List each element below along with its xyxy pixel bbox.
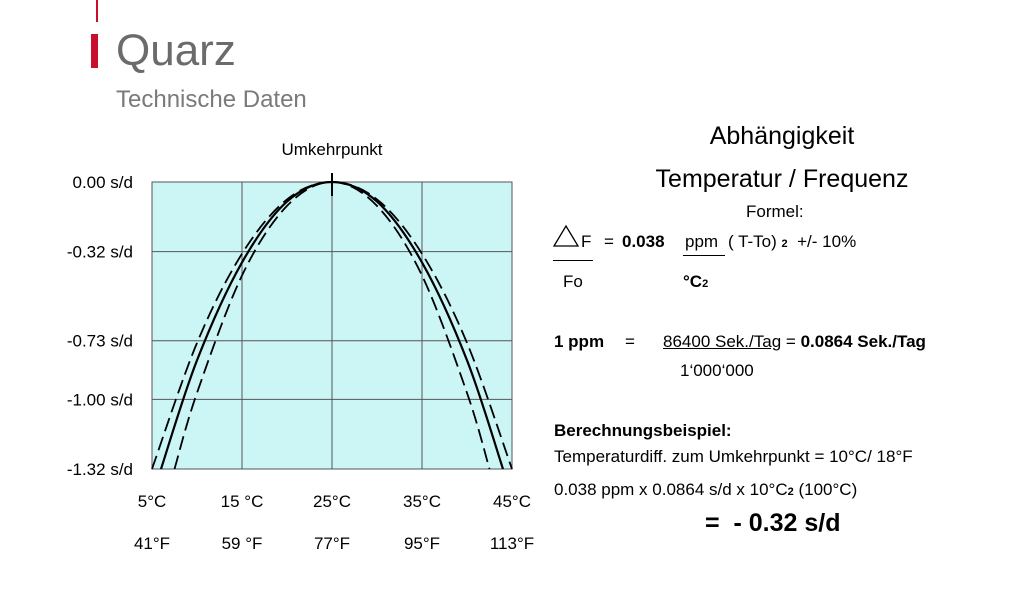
denominator: Fo	[563, 272, 583, 291]
x-tick-label-fahrenheit: 59 °F	[222, 534, 263, 553]
coefficient: 0.038	[622, 232, 665, 251]
ppm-result: 0.0864 Sek./Tag	[800, 332, 926, 351]
exponent: 2	[781, 238, 788, 250]
accent-line	[96, 0, 98, 22]
exponent: 2	[702, 278, 709, 290]
example-heading: Berechnungsbeispiel:	[554, 421, 732, 440]
tolerance: +/- 10%	[797, 232, 857, 251]
x-tick-label: 5°C	[138, 492, 167, 511]
fraction-line	[683, 255, 725, 256]
fraction-line	[553, 260, 593, 261]
heading: Temperatur / Frequenz	[655, 165, 909, 193]
equals: =	[625, 332, 635, 351]
heading: Abhängigkeit	[709, 122, 855, 150]
equals: =	[604, 232, 614, 251]
x-tick-label: 35°C	[403, 492, 441, 511]
unit-denominator: °C	[683, 272, 703, 291]
x-tick-label: 15 °C	[221, 492, 264, 511]
x-tick-label-fahrenheit: 95°F	[404, 534, 440, 553]
equals: =	[785, 332, 796, 351]
formula-label: Formel:	[746, 202, 804, 221]
y-tick-label: -0.32 s/d	[67, 243, 133, 262]
x-tick-label-fahrenheit: 77°F	[314, 534, 350, 553]
x-tick-label: 45°C	[493, 492, 531, 511]
x-tick-label-fahrenheit: 113°F	[490, 534, 534, 553]
y-tick-label: -0.73 s/d	[67, 332, 133, 351]
x-tick-label-fahrenheit: 41°F	[134, 534, 170, 553]
ppm-lhs: 1 ppm	[554, 332, 605, 351]
annotation: Umkehrpunkt	[281, 140, 382, 159]
ppm-numerator: 86400 Sek./Tag	[663, 332, 782, 351]
ppm-denominator: 1‘000‘000	[680, 361, 754, 380]
example-result: = - 0.32 s/d	[705, 509, 841, 537]
example-line: 0.038 ppm x 0.0864 s/d x 10°C	[554, 480, 788, 499]
term: ( T-To)	[728, 232, 777, 251]
y-tick-label: -1.00 s/d	[67, 390, 133, 409]
delta-icon	[552, 224, 580, 247]
accent-bar	[91, 34, 98, 68]
slide-title: Quarz	[116, 26, 236, 75]
y-tick-label: -1.32 s/d	[67, 460, 133, 479]
exponent: 2	[787, 486, 794, 498]
unit-numerator: ppm	[685, 232, 719, 251]
numerator: F	[581, 232, 592, 251]
y-tick-label: 0.00 s/d	[73, 173, 134, 192]
slide-subtitle: Technische Daten	[116, 86, 307, 113]
x-tick-label: 25°C	[313, 492, 351, 511]
example-line: Temperaturdiff. zum Umkehrpunkt = 10°C/ …	[554, 447, 913, 466]
example-line: (100°C)	[798, 480, 858, 499]
